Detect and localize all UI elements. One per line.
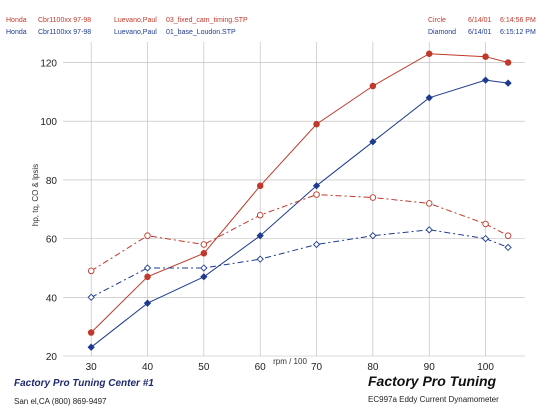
data-point — [425, 50, 433, 57]
data-point — [313, 191, 320, 198]
y-tick-label: 100 — [40, 117, 57, 128]
header-time: 6:15:12 PM — [500, 29, 536, 36]
series-diamond-tq — [87, 226, 512, 301]
data-point — [425, 200, 433, 207]
footer-right-title: Factory Pro Tuning — [368, 373, 497, 389]
data-point — [256, 232, 264, 240]
data-point — [143, 264, 152, 272]
data-point — [369, 232, 377, 240]
data-point — [200, 264, 208, 272]
header-owner: Luevano,Paul — [114, 29, 157, 36]
header-file: 03_fixed_cam_timing.STP — [166, 17, 248, 24]
series-line — [90, 53, 509, 333]
series-diamond-hp — [87, 76, 512, 351]
header-make: Honda — [6, 17, 27, 24]
data-point — [425, 226, 433, 234]
header: Honda Cbr1100xx 97-98 Luevano,Paul 03_fi… — [6, 17, 536, 36]
data-point — [200, 273, 208, 281]
x-tick-label: 90 — [424, 362, 436, 373]
data-point — [312, 240, 321, 249]
data-point — [87, 343, 95, 351]
y-tick-label: 20 — [46, 352, 58, 363]
y-axis-label: hp, tq, CO & lpsis — [31, 164, 40, 226]
data-point — [256, 182, 264, 190]
y-tick-label: 40 — [46, 293, 58, 304]
footer-left-contact: San el,CA (800) 869-9497 — [14, 397, 107, 406]
data-point — [256, 211, 264, 219]
data-point — [369, 138, 377, 146]
data-point — [144, 232, 151, 239]
header-model: Cbr1100xx 97-98 — [38, 17, 91, 24]
header-date: 6/14/01 — [468, 17, 491, 24]
header-model: Cbr1100xx 97-98 — [38, 29, 91, 36]
y-tick-label: 60 — [46, 235, 58, 246]
header-marker: Diamond — [428, 29, 456, 36]
data-point — [504, 243, 512, 252]
data-point — [481, 76, 490, 84]
x-tick-label: 80 — [367, 362, 379, 373]
data-point — [504, 59, 512, 66]
header-row-circle: Honda Cbr1100xx 97-98 Luevano,Paul 03_fi… — [6, 17, 536, 24]
series-line — [90, 229, 509, 298]
data-point — [144, 273, 151, 281]
series-layer — [87, 50, 512, 351]
data-point — [200, 250, 208, 257]
y-tick-label: 120 — [40, 59, 57, 70]
footer-right-subtitle: EC997a Eddy Current Dynamometer — [368, 395, 499, 404]
series-circle-tq — [87, 191, 512, 275]
data-point — [369, 194, 377, 201]
header-time: 6:14:56 PM — [500, 17, 536, 24]
y-tick-label: 80 — [46, 176, 58, 187]
data-point — [87, 293, 95, 301]
header-marker: Circle — [428, 17, 446, 24]
x-tick-label: 100 — [477, 362, 494, 373]
data-point — [143, 299, 152, 307]
data-point — [200, 241, 208, 248]
data-point — [369, 82, 377, 90]
data-point — [313, 120, 320, 128]
series-line — [90, 79, 509, 348]
data-point — [504, 79, 512, 87]
series-line — [90, 194, 509, 272]
tick-labels: 30 40 50 60 70 80 90 100 20 40 60 80 100 120 — [40, 59, 494, 373]
x-tick-label: 40 — [142, 362, 154, 373]
header-make: Honda — [6, 29, 27, 36]
header-file: 01_base_Loudon.STP — [166, 29, 236, 36]
series-circle-hp — [87, 50, 512, 336]
footer-left-title: Factory Pro Tuning Center #1 — [14, 378, 154, 389]
x-axis-label: rpm / 100 — [273, 357, 307, 366]
data-point — [87, 329, 95, 336]
x-tick-label: 50 — [198, 362, 210, 373]
header-row-diamond: Honda Cbr1100xx 97-98 Luevano,Paul 01_ba… — [6, 29, 536, 36]
footer: Factory Pro Tuning Center #1 San el,CA (… — [14, 373, 499, 406]
x-tick-label: 60 — [255, 362, 267, 373]
data-point — [482, 53, 489, 60]
data-point — [87, 267, 95, 275]
data-point — [312, 182, 321, 190]
header-date: 6/14/01 — [468, 29, 491, 36]
data-point — [481, 234, 490, 243]
header-owner: Luevano,Paul — [114, 17, 157, 24]
data-point — [425, 94, 433, 102]
data-point — [504, 232, 512, 239]
x-tick-label: 30 — [86, 362, 98, 373]
x-tick-label: 70 — [311, 362, 323, 373]
data-point — [482, 220, 489, 228]
data-point — [256, 255, 264, 263]
